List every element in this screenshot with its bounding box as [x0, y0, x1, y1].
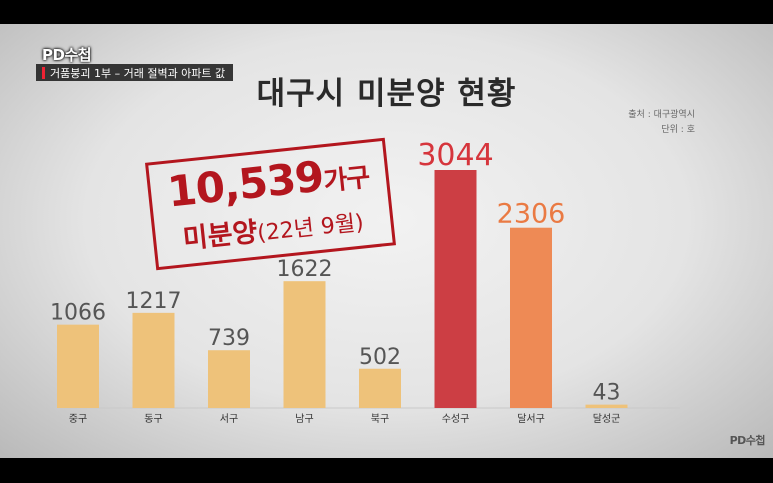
bar-7 — [510, 227, 552, 408]
bar-value-label-4: 1622 — [277, 257, 333, 282]
category-label-3: 서구 — [220, 413, 238, 425]
chart-title: 대구시 미분양 현황 — [256, 76, 517, 112]
callout-date: (22년 9월) — [256, 210, 365, 247]
bar-3 — [208, 350, 250, 408]
unit-text: 단위 : 호 — [661, 125, 695, 135]
bar-chart: 1066 중구 1217 동구 739 서구 1622 남구 502 북구 3044 수성구 2306 달… — [50, 138, 680, 425]
bar-4 — [283, 281, 326, 408]
bar-value-label-6: 3044 — [417, 138, 493, 173]
category-label-8: 달성군 — [593, 413, 621, 425]
program-logo: PD수첩 — [42, 46, 92, 64]
bar-value-label-2: 1217 — [126, 289, 182, 314]
bar-2 — [132, 312, 175, 408]
category-label-6: 수성구 — [442, 413, 470, 425]
bar-8 — [585, 404, 628, 408]
bar-1 — [57, 324, 99, 408]
source-note: 출처 : 대구광역시 단위 : 호 — [628, 108, 695, 138]
episode-title: 거품붕괴 1부 – 거래 절벽과 아파트 값 — [50, 66, 226, 80]
source-text: 출처 : 대구광역시 — [628, 110, 695, 120]
program-watermark: PD수첩 — [729, 434, 766, 447]
episode-caption-bar: 거품붕괴 1부 – 거래 절벽과 아파트 값 — [36, 64, 234, 81]
callout-label: 미분양 — [181, 216, 259, 256]
category-label-4: 남구 — [295, 413, 313, 425]
bar-value-label-5: 502 — [359, 345, 401, 370]
category-label-2: 동구 — [144, 413, 162, 425]
bar-value-label-3: 739 — [208, 326, 250, 351]
category-label-7: 달서구 — [517, 413, 545, 425]
caption-accent — [42, 66, 45, 79]
bar-6 — [434, 170, 477, 408]
callout-total-unit: 가구 — [322, 162, 371, 198]
bar-5 — [359, 368, 401, 408]
category-label-5: 북구 — [371, 413, 389, 425]
bar-value-label-1: 1066 — [50, 301, 106, 326]
callout-total-number: 10,539 — [165, 151, 326, 217]
bar-value-label-7: 2306 — [497, 199, 566, 230]
video-frame: PD수첩 거품붕괴 1부 – 거래 절벽과 아파트 값 대구시 미분양 현황 출… — [0, 24, 773, 458]
category-label-1: 중구 — [69, 413, 87, 425]
bar-value-label-8: 43 — [593, 381, 621, 406]
